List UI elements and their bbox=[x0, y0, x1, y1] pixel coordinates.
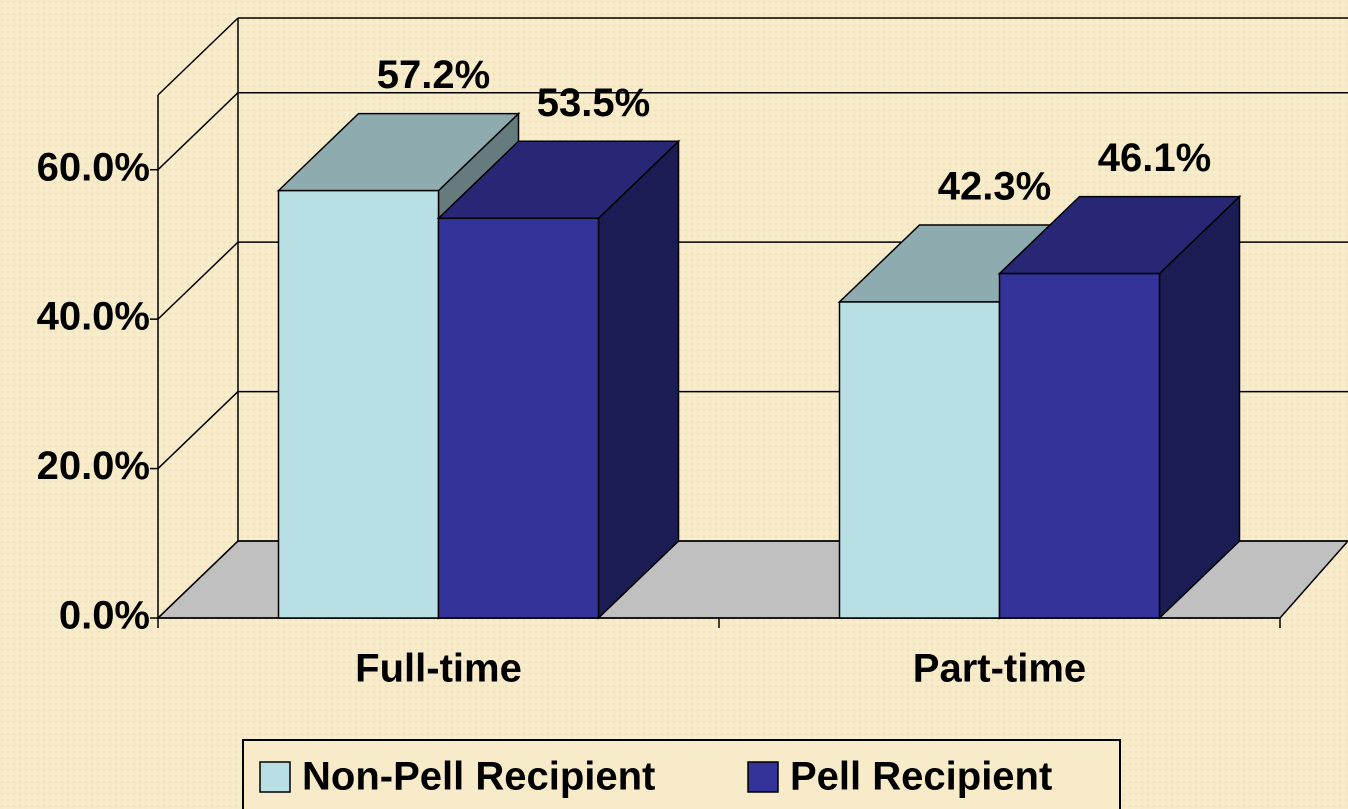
bar bbox=[277, 189, 440, 619]
bar bbox=[838, 301, 1001, 619]
value-label: 53.5% bbox=[537, 81, 650, 125]
value-label: 42.3% bbox=[938, 165, 1051, 209]
y-tick-label: 0.0% bbox=[59, 594, 150, 638]
x-tick-label: Part-time bbox=[913, 647, 1086, 691]
bar-side bbox=[597, 139, 680, 620]
bar bbox=[998, 272, 1161, 619]
side-grid-line bbox=[157, 540, 239, 619]
bar bbox=[437, 217, 600, 619]
legend-label: Non-Pell Recipient bbox=[302, 755, 655, 799]
side-wall-top bbox=[157, 17, 239, 96]
legend-swatch bbox=[259, 761, 291, 793]
x-tick-label: Full-time bbox=[355, 647, 522, 691]
value-label: 46.1% bbox=[1098, 136, 1211, 180]
legend-label: Pell Recipient bbox=[790, 755, 1052, 799]
side-grid-line bbox=[157, 92, 239, 171]
side-grid-line bbox=[157, 391, 239, 470]
value-label: 57.2% bbox=[377, 53, 490, 97]
legend-swatch bbox=[747, 761, 779, 793]
y-tick-label: 20.0% bbox=[37, 444, 150, 488]
side-grid-line bbox=[157, 241, 239, 320]
y-tick-label: 60.0% bbox=[37, 145, 150, 189]
y-tick-label: 40.0% bbox=[37, 295, 150, 339]
legend-box bbox=[242, 739, 1121, 809]
